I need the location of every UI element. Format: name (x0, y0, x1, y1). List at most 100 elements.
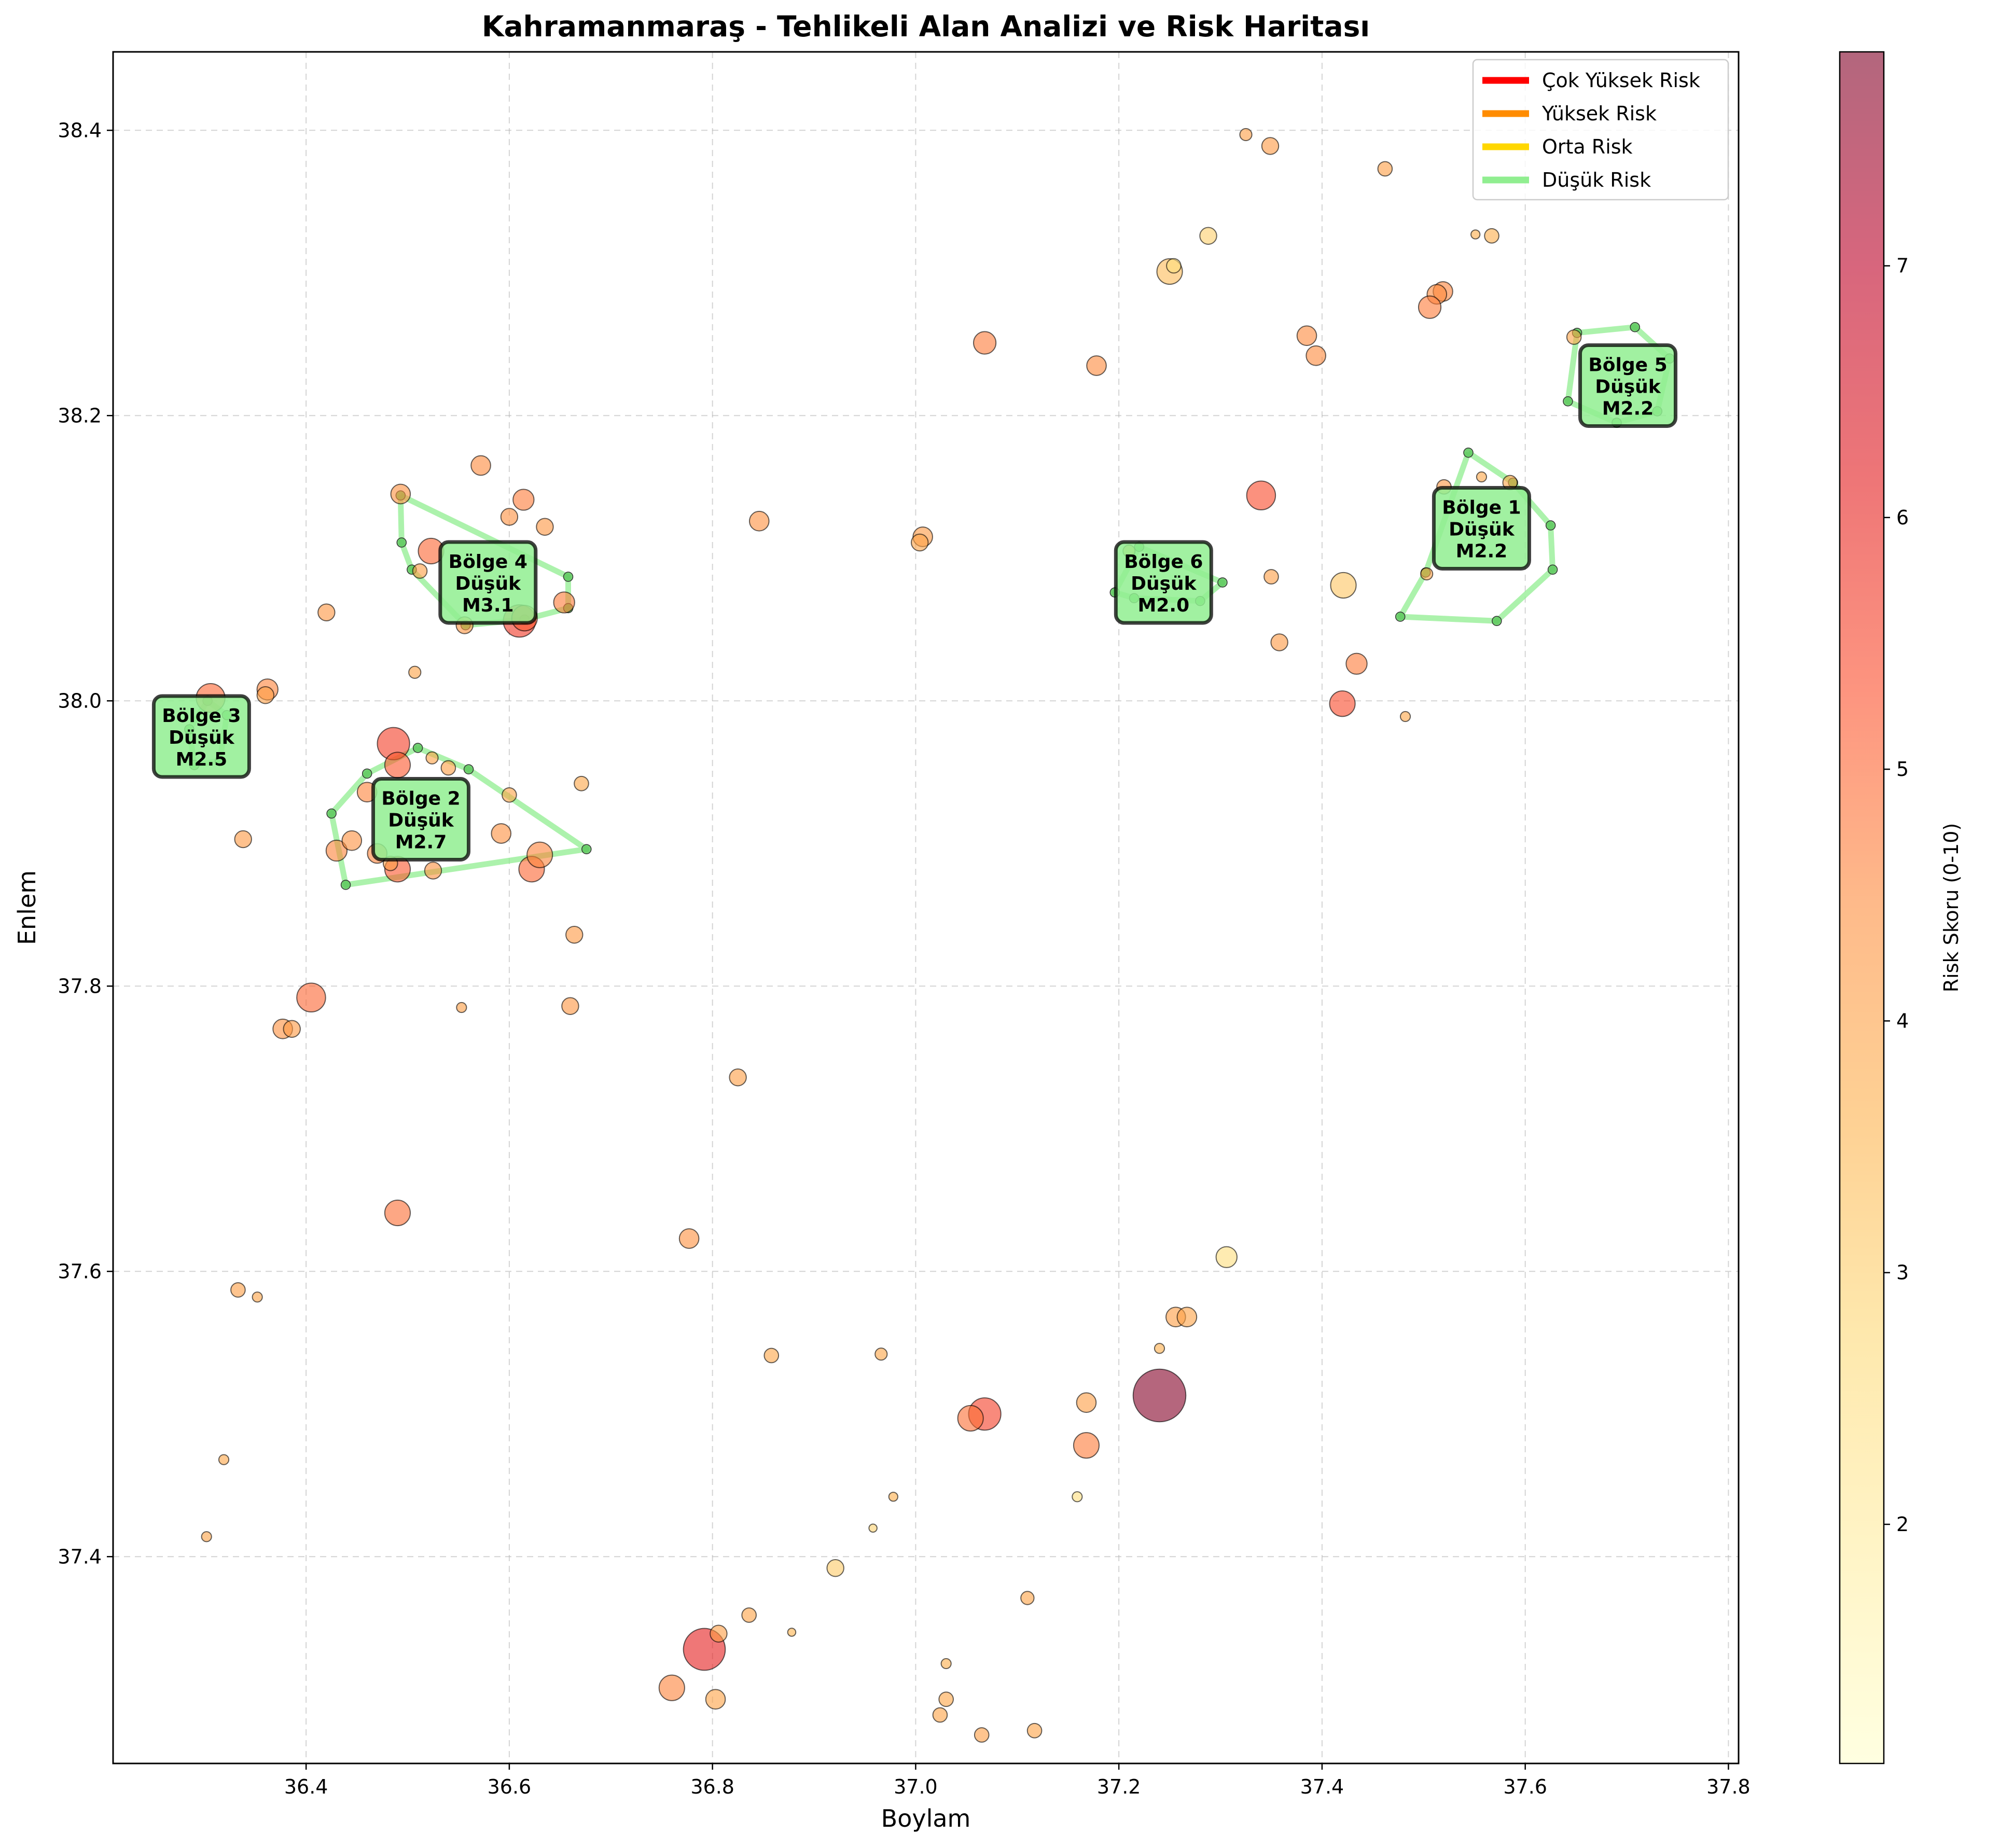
x-tick-label: 36.6 (488, 1775, 532, 1798)
x-axis-label: Boylam (881, 1804, 971, 1832)
earthquake-point (940, 1658, 952, 1670)
region-label-text: Düşük (388, 810, 454, 831)
earthquake-point (1484, 228, 1499, 244)
earthquake-point (230, 1282, 246, 1298)
earthquake-point (283, 1020, 301, 1038)
region-label-text: Bölge 4 (449, 551, 527, 573)
earthquake-point (763, 1347, 780, 1364)
earthquake-point (565, 926, 584, 944)
earthquake-point (561, 997, 579, 1015)
region-label-text: Düşük (1449, 519, 1515, 540)
legend: Çok Yüksek Risk Yüksek Risk Orta Risk Düşük… (1472, 59, 1729, 201)
y-tick-label: 37.8 (58, 975, 102, 997)
earthquake-point (1026, 1722, 1043, 1739)
earthquake-point (1566, 329, 1582, 345)
earthquake-point (1377, 161, 1393, 177)
y-tick-label: 37.4 (58, 1545, 102, 1568)
earthquake-point (512, 489, 535, 511)
earthquake-point (317, 603, 336, 621)
earthquake-point (424, 862, 442, 880)
colorbar-tick-label: 5 (1896, 758, 1909, 781)
earthquake-point (888, 1492, 898, 1502)
region-label-text: M2.2 (1602, 398, 1654, 420)
x-tick-label: 36.4 (284, 1775, 328, 1798)
y-axis-ticks: 37.4 37.6 37.8 38.0 38.2 38.4 (58, 119, 113, 1568)
earthquake-point (425, 751, 439, 765)
hull-point (340, 880, 351, 890)
earthquake-point (1470, 229, 1481, 240)
earthquake-point (1076, 1392, 1097, 1413)
earthquake-point (296, 982, 326, 1012)
region-label-text: M2.5 (176, 749, 228, 770)
colorbar-label: Risk Skoru (0-10) (1940, 823, 1963, 993)
hull-point (1463, 448, 1474, 458)
colorbar-tick-label: 2 (1896, 1513, 1909, 1536)
colorbar-tick-label: 3 (1896, 1261, 1909, 1284)
hull-point (563, 572, 574, 582)
colorbar-tick-label: 6 (1896, 506, 1909, 529)
earthquake-point (973, 331, 997, 355)
earthquake-point (1420, 567, 1434, 581)
region-label-text: Düşük (1131, 573, 1197, 594)
region-label-box (1578, 343, 1677, 428)
earthquake-point (957, 1405, 984, 1432)
region-label-text: Düşük (169, 727, 235, 748)
legend-label: Düşük Risk (1542, 169, 1651, 191)
region-label-box (371, 777, 471, 862)
hull-point (412, 743, 423, 753)
earthquake-point (1073, 1432, 1100, 1459)
x-axis-ticks: 36.4 36.6 36.8 37.0 37.2 37.4 37.6 37.8 (284, 1763, 1751, 1798)
earthquake-point (1215, 1246, 1238, 1268)
earthquake-point (1020, 1591, 1035, 1605)
hull-point (581, 844, 592, 854)
colorbar-gradient (1840, 52, 1884, 1763)
earthquake-point (470, 455, 491, 476)
hull-point (1547, 564, 1558, 575)
region-label-box (438, 540, 538, 625)
region-label-text: M3.1 (462, 595, 514, 616)
earthquake-point (553, 591, 575, 614)
earthquake-point (911, 533, 929, 552)
earthquake-point (252, 1291, 263, 1303)
earthquake-point (526, 841, 553, 868)
earthquake-point (678, 1228, 700, 1249)
grid (113, 52, 1739, 1763)
earthquake-point (658, 1674, 685, 1701)
legend-label: Çok Yüksek Risk (1542, 69, 1700, 92)
earthquake-point (408, 665, 422, 679)
earthquake-point (974, 1727, 990, 1743)
earthquake-point (218, 1454, 230, 1465)
hull-point (1563, 396, 1573, 407)
y-axis-label: Enlem (13, 870, 41, 945)
x-tick-label: 37.4 (1300, 1775, 1344, 1798)
legend-box (1472, 59, 1729, 201)
earthquake-point (1305, 345, 1326, 366)
region-label-text: Bölge 6 (1124, 551, 1203, 573)
earthquake-point (1270, 633, 1288, 651)
earthquake-point (1166, 258, 1182, 274)
region-label-text: Düşük (455, 573, 522, 594)
earthquake-point (938, 1691, 954, 1707)
earthquake-point (1246, 480, 1276, 510)
earthquake-point (705, 1689, 726, 1710)
x-tick-label: 36.8 (690, 1775, 734, 1798)
earthquake-point (325, 839, 348, 862)
earthquake-point (1154, 1343, 1165, 1354)
earthquake-point (710, 1624, 728, 1643)
colorbar: 2 3 4 5 6 7 Risk Skoru (0-10) (1839, 51, 1963, 1764)
earthquake-point (1132, 1368, 1187, 1423)
earthquake-point (868, 1523, 878, 1533)
region-label-text: M2.0 (1138, 595, 1190, 616)
earthquake-point (1329, 690, 1356, 717)
hull-point (463, 764, 474, 774)
earthquake-point (1072, 1491, 1083, 1503)
earthquake-point (1086, 355, 1107, 376)
earthquake-point (1399, 711, 1411, 722)
region-label-box (1432, 486, 1531, 571)
earthquake-point (874, 1347, 888, 1361)
